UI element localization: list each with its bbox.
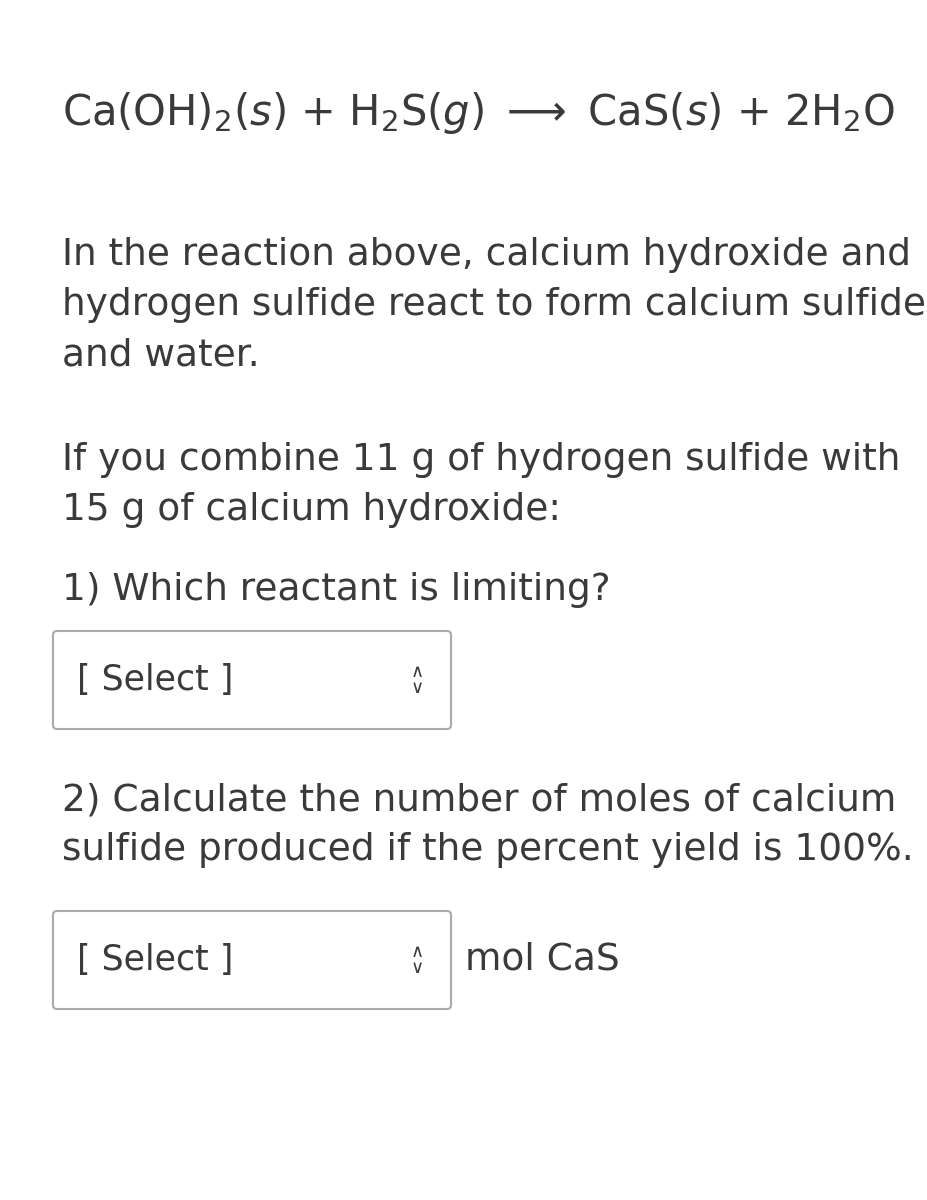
Text: ∨: ∨ — [410, 959, 423, 977]
Text: mol CaS: mol CaS — [464, 942, 619, 978]
Text: and water.: and water. — [62, 337, 260, 373]
Text: Ca(OH)$_2$($s$) + H$_2$S($g$) $\longrightarrow$ CaS($s$) + 2H$_2$O: Ca(OH)$_2$($s$) + H$_2$S($g$) $\longrigh… — [62, 90, 894, 136]
Text: If you combine 11 g of hydrogen sulfide with: If you combine 11 g of hydrogen sulfide … — [62, 442, 899, 478]
Text: sulfide produced if the percent yield is 100%.: sulfide produced if the percent yield is… — [62, 832, 913, 868]
Text: 1) Which reactant is limiting?: 1) Which reactant is limiting? — [62, 572, 610, 608]
Text: [ Select ]: [ Select ] — [77, 662, 233, 697]
Text: 15 g of calcium hydroxide:: 15 g of calcium hydroxide: — [62, 492, 561, 528]
Text: In the reaction above, calcium hydroxide and: In the reaction above, calcium hydroxide… — [62, 236, 910, 272]
Text: 2) Calculate the number of moles of calcium: 2) Calculate the number of moles of calc… — [62, 782, 895, 818]
Text: hydrogen sulfide react to form calcium sulfide: hydrogen sulfide react to form calcium s… — [62, 287, 925, 323]
FancyBboxPatch shape — [53, 631, 451, 728]
Text: [ Select ]: [ Select ] — [77, 943, 233, 977]
Text: ∧: ∧ — [410, 662, 423, 680]
FancyBboxPatch shape — [53, 911, 451, 1009]
Text: ∧: ∧ — [410, 943, 423, 961]
Text: ∨: ∨ — [410, 679, 423, 697]
